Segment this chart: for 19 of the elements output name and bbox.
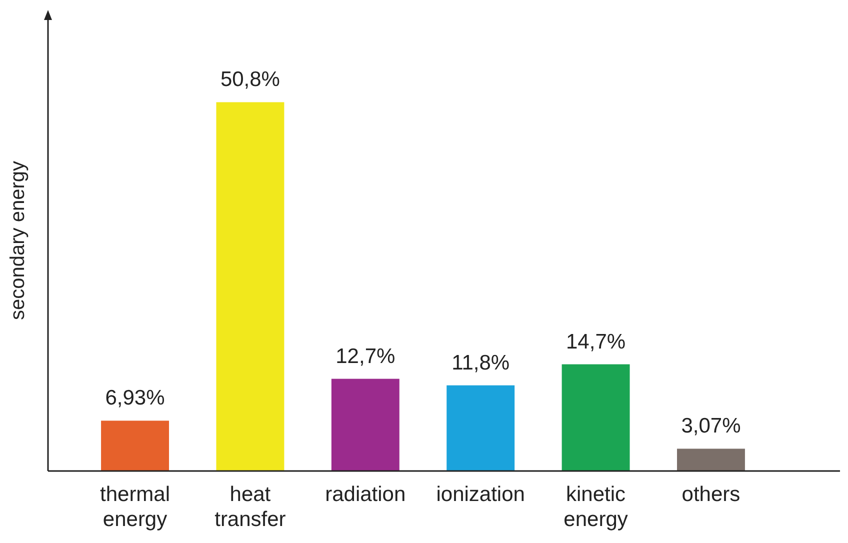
bar	[331, 378, 400, 471]
x-tick-label: radiation	[325, 483, 406, 506]
data-label: 50,8%	[220, 68, 280, 92]
bar	[677, 448, 745, 471]
data-label: 6,93%	[105, 386, 165, 410]
bar	[446, 385, 515, 471]
data-label: 14,7%	[566, 330, 626, 354]
data-label: 11,8%	[452, 351, 510, 374]
x-tick-label: ionization	[436, 483, 525, 506]
bar	[216, 102, 284, 471]
y-axis-title: secondary energy	[7, 161, 29, 320]
x-tick-label: thermal energy	[100, 483, 170, 531]
x-tick-label: others	[682, 483, 740, 506]
bar	[562, 364, 630, 471]
data-label: 3,07%	[681, 414, 741, 438]
x-tick-label: heat transfer	[214, 483, 286, 531]
bar	[101, 420, 169, 471]
data-label: 12,7%	[336, 344, 396, 368]
x-tick-label: kinetic energy	[564, 483, 628, 531]
